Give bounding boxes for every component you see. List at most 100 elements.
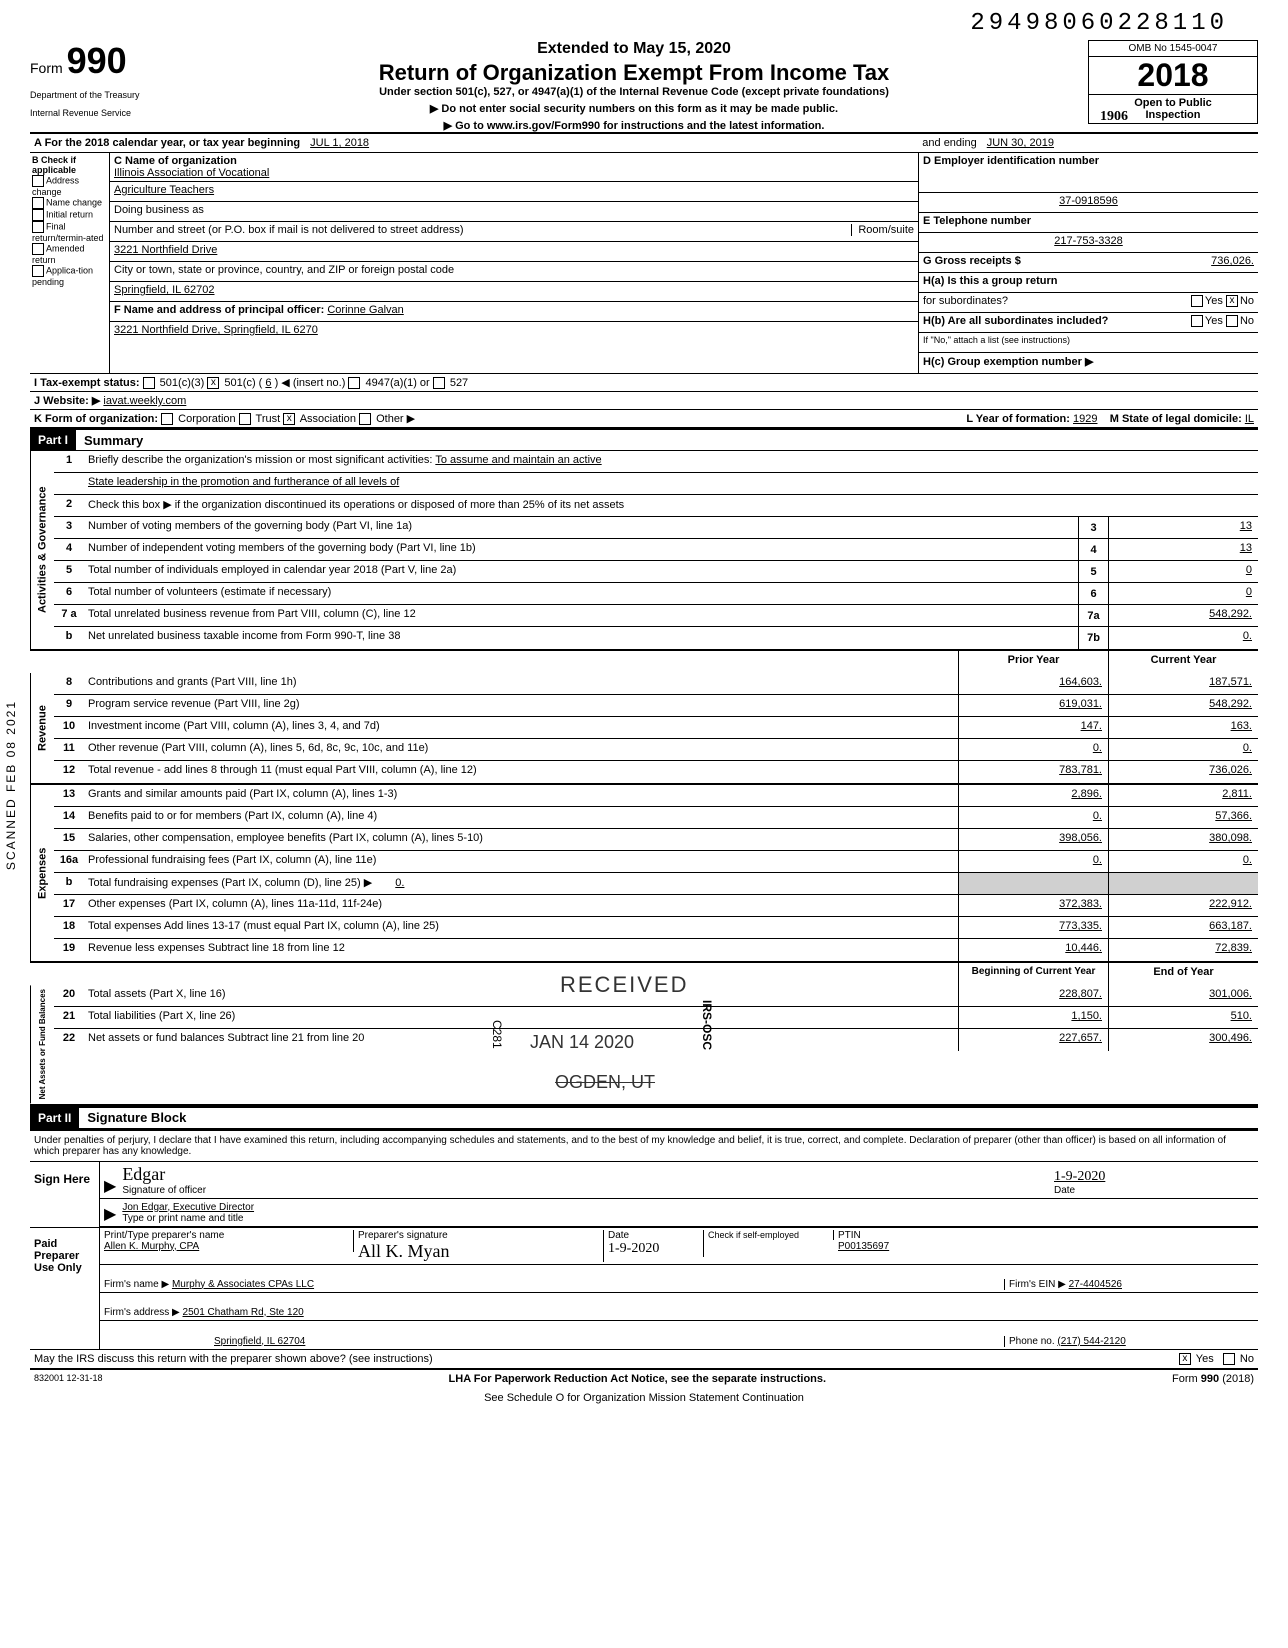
check-other[interactable] [359, 413, 371, 425]
dept-irs: Internal Revenue Service [30, 108, 180, 118]
discuss-row: May the IRS discuss this return with the… [30, 1349, 1258, 1368]
form-number-box: Form 990 Department of the Treasury Inte… [30, 40, 180, 118]
line4: Number of independent voting members of … [84, 539, 1078, 560]
p16b-shaded [958, 873, 1108, 894]
e22: 300,496. [1108, 1029, 1258, 1051]
line2: Check this box ▶ if the organization dis… [84, 495, 1258, 516]
f-name: Corinne Galvan [327, 304, 403, 316]
line7b: Net unrelated business taxable income fr… [84, 627, 1078, 649]
c10: 163. [1108, 717, 1258, 738]
line3: Number of voting members of the governin… [84, 517, 1078, 538]
hb-no[interactable] [1226, 315, 1238, 327]
row-k-form: K Form of organization: Corporation Trus… [30, 410, 1258, 428]
dba-label: Doing business as [110, 202, 918, 222]
col-b-checks: B Check if applicable Address change Nam… [30, 153, 110, 373]
p14: 0. [958, 807, 1108, 828]
city-value: Springfield, IL 62702 [110, 282, 918, 302]
end-header: End of Year [1108, 963, 1258, 985]
check-address[interactable] [32, 175, 44, 187]
begin-header: Beginning of Current Year [958, 963, 1108, 985]
part2-header: Part II [30, 1108, 79, 1128]
v6: 0 [1108, 583, 1258, 604]
side-label-exp: Expenses [30, 785, 54, 961]
phone-value: 217-753-3328 [919, 233, 1258, 253]
firm-addr1: 2501 Chatham Rd, Ste 120 [183, 1307, 304, 1318]
firm-addr-label: Firm's address ▶ [104, 1307, 180, 1318]
street-label: Number and street (or P.O. box if mail i… [114, 224, 464, 236]
firm-name-label: Firm's name ▶ [104, 1279, 169, 1290]
hb-label: H(b) Are all subordinates included? [923, 315, 1108, 327]
dept-treasury: Department of the Treasury [30, 90, 180, 100]
current-header: Current Year [1108, 651, 1258, 673]
hb-yes[interactable] [1191, 315, 1203, 327]
line17: Other expenses (Part IX, column (A), lin… [84, 895, 958, 916]
check-assoc[interactable] [283, 413, 295, 425]
c18: 663,187. [1108, 917, 1258, 938]
part2-header-row: Part II Signature Block [30, 1106, 1258, 1129]
p8: 164,603. [958, 673, 1108, 694]
sig-officer-label: Signature of officer [122, 1185, 206, 1196]
b22: 227,657. [958, 1029, 1108, 1051]
firm-name: Murphy & Associates CPAs LLC [172, 1279, 314, 1290]
check-final[interactable] [32, 221, 44, 233]
p19: 10,446. [958, 939, 1108, 961]
arrow-icon-2: ▶ [104, 1204, 116, 1224]
line7a: Total unrelated business revenue from Pa… [84, 605, 1078, 626]
line11: Other revenue (Part VIII, column (A), li… [84, 739, 958, 760]
section-bcd: B Check if applicable Address change Nam… [30, 153, 1258, 374]
org-name-1: Illinois Association of Vocational [114, 167, 269, 179]
sig-date: 1-9-2020 [1054, 1169, 1105, 1184]
check-amended[interactable] [32, 243, 44, 255]
g-label: G Gross receipts $ [923, 255, 1021, 267]
row-a-mid: and ending [922, 137, 976, 149]
date-stamp: JAN 14 2020 [530, 1032, 634, 1053]
street-value: 3221 Northfield Drive [110, 242, 918, 262]
side-label-gov: Activities & Governance [30, 451, 54, 649]
ha-label: H(a) Is this a group return [923, 275, 1057, 287]
ptin-value: P00135697 [838, 1241, 889, 1252]
prep-name-label: Print/Type preparer's name [104, 1230, 224, 1241]
discuss-yes[interactable] [1179, 1353, 1191, 1365]
d-label: D Employer identification number [923, 155, 1099, 167]
p12: 783,781. [958, 761, 1108, 783]
line9: Program service revenue (Part VIII, line… [84, 695, 958, 716]
check-corp[interactable] [161, 413, 173, 425]
header-center: Extended to May 15, 2020 Return of Organ… [180, 40, 1088, 132]
part2-title: Signature Block [79, 1110, 186, 1125]
l-label: L Year of formation: [966, 413, 1070, 425]
check-name[interactable] [32, 197, 44, 209]
check-self-employed: Check if self-employed [704, 1230, 834, 1240]
c9: 548,292. [1108, 695, 1258, 716]
part1-header: Part I [30, 430, 76, 450]
firm-ein-label: Firm's EIN ▶ [1009, 1279, 1066, 1290]
check-trust[interactable] [239, 413, 251, 425]
c281-stamp: C281 [490, 1020, 504, 1049]
check-4947[interactable] [348, 377, 360, 389]
ha-yes[interactable] [1191, 295, 1203, 307]
side-label-rev: Revenue [30, 673, 54, 783]
hb-note: If "No," attach a list (see instructions… [919, 333, 1258, 353]
main-title: Return of Organization Exempt From Incom… [180, 60, 1088, 86]
prep-date: 1-9-2020 [608, 1241, 659, 1256]
check-initial[interactable] [32, 209, 44, 221]
line10: Investment income (Part VIII, column (A)… [84, 717, 958, 738]
line1-val: To assume and maintain an active [435, 454, 601, 466]
check-application[interactable] [32, 265, 44, 277]
col-c-main: C Name of organization Illinois Associat… [110, 153, 918, 373]
check-501c3[interactable] [143, 377, 155, 389]
check-527[interactable] [433, 377, 445, 389]
footer-sched: See Schedule O for Organization Mission … [30, 1388, 1258, 1408]
line16b-val: 0. [395, 877, 404, 889]
phone-label: Phone no. [1009, 1336, 1055, 1347]
p18: 773,335. [958, 917, 1108, 938]
check-501c[interactable] [207, 377, 219, 389]
form-number: 990 [67, 40, 127, 81]
perjury-text: Under penalties of perjury, I declare th… [30, 1131, 1258, 1161]
ha-no[interactable] [1226, 295, 1238, 307]
prep-signature: All K. Myan [358, 1241, 450, 1261]
prior-header: Prior Year [958, 651, 1108, 673]
officer-signature: Edgar [122, 1164, 165, 1184]
discuss-no[interactable] [1223, 1353, 1235, 1365]
l-value: 1929 [1073, 413, 1097, 425]
ptin-label: PTIN [838, 1230, 861, 1241]
